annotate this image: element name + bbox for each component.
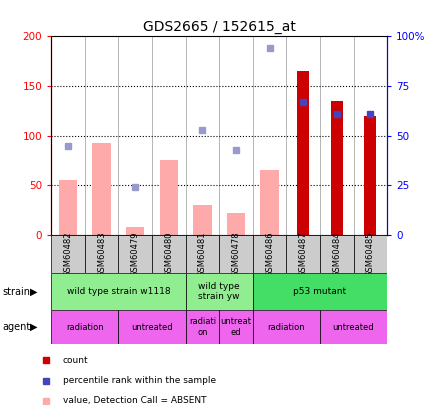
- Bar: [227, 213, 245, 235]
- Text: wild type
strain yw: wild type strain yw: [198, 282, 240, 301]
- Text: percentile rank within the sample: percentile rank within the sample: [63, 376, 216, 385]
- Text: radiation: radiation: [66, 322, 104, 332]
- Bar: [92, 143, 111, 235]
- Bar: [118, 235, 152, 273]
- Text: agent: agent: [2, 322, 30, 332]
- Bar: [253, 310, 320, 344]
- Text: untreated: untreated: [333, 322, 374, 332]
- Text: wild type strain w1118: wild type strain w1118: [67, 287, 170, 296]
- Text: GSM60481: GSM60481: [198, 231, 207, 277]
- Text: ▶: ▶: [30, 287, 38, 296]
- Text: untreat
ed: untreat ed: [220, 318, 251, 337]
- Text: GSM60483: GSM60483: [97, 231, 106, 277]
- Text: GSM60486: GSM60486: [265, 231, 274, 277]
- Text: untreated: untreated: [131, 322, 173, 332]
- Bar: [219, 235, 253, 273]
- Bar: [59, 180, 77, 235]
- Bar: [364, 116, 376, 235]
- Text: radiati
on: radiati on: [189, 318, 216, 337]
- Text: radiation: radiation: [267, 322, 305, 332]
- Bar: [287, 235, 320, 273]
- Text: p53 mutant: p53 mutant: [293, 287, 347, 296]
- Bar: [193, 205, 212, 235]
- Bar: [253, 273, 387, 310]
- Bar: [186, 235, 219, 273]
- Text: GSM60480: GSM60480: [164, 231, 173, 277]
- Text: GSM60478: GSM60478: [231, 231, 240, 277]
- Bar: [159, 160, 178, 235]
- Bar: [152, 235, 186, 273]
- Text: GSM60479: GSM60479: [131, 231, 140, 277]
- Bar: [260, 171, 279, 235]
- Text: ▶: ▶: [30, 322, 38, 332]
- Bar: [51, 273, 186, 310]
- Text: count: count: [63, 356, 89, 365]
- Bar: [253, 235, 287, 273]
- Title: GDS2665 / 152615_at: GDS2665 / 152615_at: [143, 20, 295, 34]
- Bar: [320, 235, 354, 273]
- Bar: [320, 310, 387, 344]
- Text: GSM60484: GSM60484: [332, 231, 341, 277]
- Text: strain: strain: [2, 287, 30, 296]
- Text: GSM60482: GSM60482: [64, 231, 73, 277]
- Bar: [219, 310, 253, 344]
- Bar: [51, 235, 85, 273]
- Bar: [51, 310, 118, 344]
- Text: value, Detection Call = ABSENT: value, Detection Call = ABSENT: [63, 396, 206, 405]
- Bar: [126, 227, 145, 235]
- Text: GSM60487: GSM60487: [299, 231, 307, 277]
- Text: GSM60485: GSM60485: [366, 231, 375, 277]
- Bar: [353, 235, 387, 273]
- Bar: [331, 101, 343, 235]
- Bar: [186, 310, 219, 344]
- Bar: [85, 235, 118, 273]
- Bar: [297, 71, 309, 235]
- Bar: [186, 273, 253, 310]
- Bar: [118, 310, 186, 344]
